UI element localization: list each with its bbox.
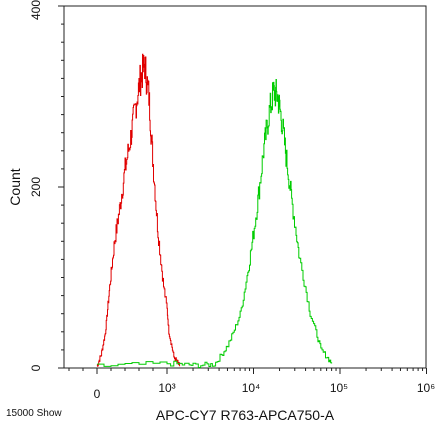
x-axis-title: APC-CY7 R763-APCA750-A xyxy=(156,407,335,423)
y-tick-label-2: 400 xyxy=(29,0,43,20)
x-tick-label-4: 10⁶ xyxy=(417,381,435,395)
ticks-layer xyxy=(58,5,427,374)
plot-frame xyxy=(63,5,427,369)
x-tick-label-1: 10³ xyxy=(158,381,175,395)
x-tick-label-3: 10⁵ xyxy=(330,381,348,395)
series-layer xyxy=(96,53,333,368)
histogram-series-1 xyxy=(97,79,333,368)
histogram-series-0 xyxy=(96,53,181,367)
y-tick-label-0: 0 xyxy=(29,364,43,371)
y-tick-label-1: 200 xyxy=(29,177,43,197)
x-tick-label-0: 0 xyxy=(94,387,101,401)
event-count-note: 15000 Show xyxy=(6,408,62,419)
y-axis-title: Count xyxy=(7,168,23,205)
x-tick-label-2: 10⁴ xyxy=(242,381,261,395)
